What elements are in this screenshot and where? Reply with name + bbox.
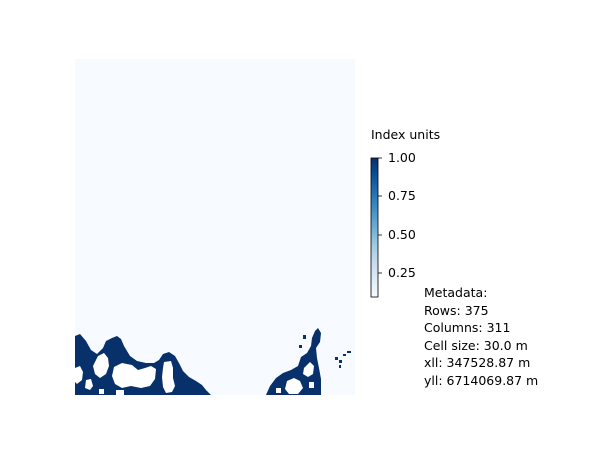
raster-gap-5 <box>85 379 93 390</box>
raster-gap-2 <box>112 363 156 388</box>
raster-gap-6 <box>99 389 104 394</box>
raster-cell <box>339 365 341 368</box>
colorbar-tick-label: 1.00 <box>388 150 416 165</box>
raster-feature-west <box>75 334 211 395</box>
raster-gap-11 <box>309 382 314 388</box>
raster-gap-8 <box>285 378 303 394</box>
raster-gap-9 <box>303 362 314 377</box>
metadata-yll: yll: 6714069.87 m <box>424 372 539 388</box>
raster-gap-10 <box>276 388 281 393</box>
raster-gap-3 <box>162 361 175 393</box>
colorbar-tick-label: 0.75 <box>388 188 416 203</box>
raster-cell <box>347 351 351 353</box>
raster-cell <box>335 357 338 360</box>
colorbar-title: Index units <box>371 127 441 142</box>
metadata-panel: Metadata: Rows: 375 Columns: 311 Cell si… <box>424 284 538 389</box>
metadata-heading: Metadata: <box>424 285 488 300</box>
raster-gap-4 <box>75 366 83 384</box>
raster-gap-1 <box>93 353 109 378</box>
colorbar-tick-marks <box>378 157 382 274</box>
colorbar <box>370 157 379 298</box>
raster-cell <box>299 345 302 348</box>
metadata-rows: Rows: 375 <box>424 302 489 318</box>
raster-feature-east <box>266 328 321 395</box>
raster-cell <box>343 354 346 356</box>
raster-gap-7 <box>116 390 124 395</box>
metadata-cell-size: Cell size: 30.0 m <box>424 337 528 353</box>
metadata-xll: xll: 347528.87 m <box>424 355 531 370</box>
raster-background <box>75 59 355 395</box>
colorbar-tick-label: 0.25 <box>388 265 416 280</box>
colorbar-tick-label: 0.50 <box>388 227 416 242</box>
raster-cell <box>303 335 306 339</box>
raster-cell <box>339 360 342 363</box>
metadata-columns: Columns: 311 <box>424 320 511 335</box>
